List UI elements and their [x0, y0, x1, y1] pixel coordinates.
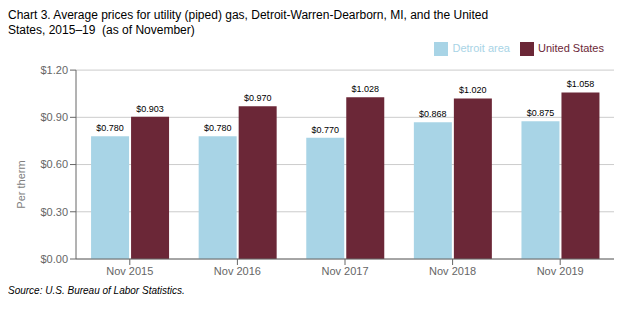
- svg-text:$0.770: $0.770: [311, 125, 339, 135]
- svg-text:Per therm: Per therm: [15, 160, 27, 208]
- svg-text:$1.020: $1.020: [459, 85, 487, 95]
- html-text:United States: United States: [538, 42, 604, 54]
- html-text:Source: U.S. Bureau of Labor S: Source: U.S. Bureau of Labor Statistics.: [8, 285, 185, 296]
- svg-text:$1.20: $1.20: [40, 64, 68, 76]
- svg-text:$0.903: $0.903: [136, 104, 164, 114]
- svg-text:$0.60: $0.60: [40, 158, 68, 170]
- html-text:Chart 3. Average prices for ut: Chart 3. Average prices for utility (pip…: [8, 8, 489, 22]
- svg-text:Nov 2018: Nov 2018: [429, 265, 476, 277]
- svg-text:$0.780: $0.780: [96, 123, 124, 133]
- svg-text:Nov 2016: Nov 2016: [214, 265, 261, 277]
- svg-text:$0.00: $0.00: [40, 253, 68, 265]
- svg-text:Nov 2015: Nov 2015: [106, 265, 153, 277]
- svg-text:$0.780: $0.780: [204, 123, 232, 133]
- svg-text:Nov 2019: Nov 2019: [537, 265, 584, 277]
- svg-text:$0.90: $0.90: [40, 111, 68, 123]
- html-text:Detroit area: Detroit area: [452, 42, 510, 54]
- svg-text:$0.875: $0.875: [527, 108, 555, 118]
- svg-text:$0.868: $0.868: [419, 109, 447, 119]
- svg-text:Nov 2017: Nov 2017: [321, 265, 368, 277]
- svg-text:$1.058: $1.058: [567, 79, 595, 89]
- svg-text:$1.028: $1.028: [351, 84, 379, 94]
- svg-text:$0.30: $0.30: [40, 206, 68, 218]
- html-text:States, 2015–19 (as of Novembe: States, 2015–19 (as of November): [8, 23, 195, 37]
- svg-text:$0.970: $0.970: [244, 93, 272, 103]
